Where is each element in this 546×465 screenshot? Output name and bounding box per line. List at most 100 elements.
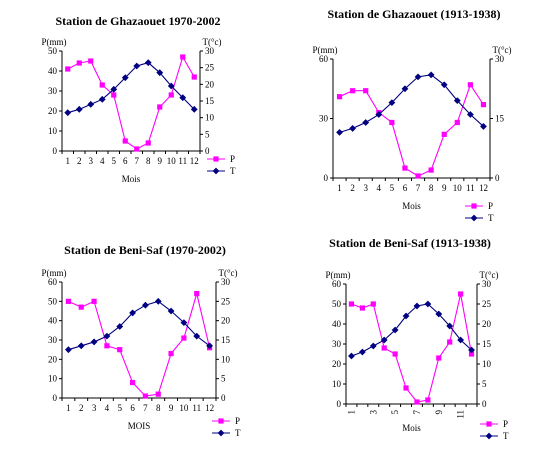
series-line-P [339,83,484,177]
right-tick-label: 10 [205,113,215,123]
x-tick-label: 8 [156,403,161,413]
left-tick-label: 20 [332,359,342,369]
chart-title: Station de Beni-Saf (1913-1938) [329,236,491,250]
x-tick-label: 7 [416,183,421,193]
x-tick-label: 1 [337,183,342,193]
x-axis-label: Mois [402,423,421,433]
right-tick-label: 15 [495,114,505,124]
data-point-T [64,109,72,117]
left-tick-label: 30 [48,86,58,96]
x-tick-label: 9 [158,156,163,166]
data-point-T [391,326,399,334]
left-tick-label: 30 [48,335,58,345]
left-tick-label: 10 [48,374,58,384]
data-point-P [91,298,97,304]
data-point-P [389,119,395,126]
right-tick-label: 0 [482,399,487,409]
data-point-P [168,350,174,357]
x-tick-label: 7 [143,403,148,413]
data-point-T [167,82,175,90]
data-point-T [369,342,377,350]
series-line-T [339,74,484,133]
legend-marker-P [218,418,224,424]
x-tick-label: 5 [112,156,117,166]
data-point-P [168,92,174,98]
chart-title: Station de Beni-Saf (1970-2002) [64,243,226,257]
data-point-T [402,312,410,320]
x-tick-label: 5 [390,183,395,193]
data-point-P [441,131,447,137]
x-axis-label: Mois [122,174,141,184]
x-tick-label: 9 [434,410,444,415]
y-axis-right-label: T(°c) [218,268,237,278]
right-tick-label: 5 [482,379,487,389]
data-point-T [77,342,85,350]
left-tick-label: 10 [48,126,58,136]
legend-marker-T [217,429,225,437]
chart-panel-2: Station de Ghazaouet (1913-1938)03060015… [312,7,511,223]
data-point-P [65,66,71,72]
legend-label-T: T [235,428,241,438]
x-axis-label: MOIS [128,421,151,431]
legend-label-P: P [235,416,240,426]
x-tick-label: 1 [66,403,71,413]
data-point-T [144,59,152,67]
legend-label-P: P [488,201,493,211]
y-axis-left-label: P(mm) [325,270,350,280]
data-point-T [446,322,454,330]
left-tick-label: 30 [332,339,342,349]
y-axis-left-label: P(mm) [312,45,337,55]
right-tick-label: 20 [205,79,215,89]
x-tick-label: 7 [412,410,422,415]
chart-title: Station de Ghazaouet (1913-1938) [328,7,501,21]
data-point-T [190,105,198,113]
data-point-P [155,391,161,397]
x-tick-label: 2 [350,183,355,193]
legend-label-P: P [230,154,235,164]
x-tick-label: 3 [92,403,97,413]
legend-marker-P [471,203,477,209]
legend-marker-P [486,421,492,427]
data-point-P [359,305,365,311]
data-point-T [358,348,366,356]
y-axis-right-label: T(°c) [479,270,498,280]
left-tick-label: 0 [324,173,329,183]
left-tick-label: 60 [332,279,342,289]
data-point-T [193,332,201,340]
right-tick-label: 30 [221,277,231,287]
x-tick-label: 6 [130,403,135,413]
data-point-T [154,297,162,305]
y-axis-left-label: P(mm) [41,268,66,278]
data-point-P [99,82,105,88]
data-point-T [349,125,357,132]
data-point-T [414,73,422,81]
left-tick-label: 0 [337,399,342,409]
x-tick-label: 11 [466,183,475,193]
data-point-T [75,105,83,113]
x-tick-label: 10 [167,156,177,166]
data-point-T [453,97,461,105]
data-point-P [436,355,442,361]
x-tick-label: 8 [146,156,151,166]
right-tick-label: 20 [221,316,231,326]
data-point-P [425,397,431,403]
x-tick-label: 3 [89,156,94,166]
right-tick-label: 15 [482,339,492,349]
data-point-T [167,307,175,315]
data-point-P [76,60,82,66]
left-tick-label: 40 [332,319,342,329]
data-point-T [413,302,421,310]
series-line-T [67,62,195,114]
right-tick-label: 15 [221,335,231,345]
data-point-T [466,111,474,118]
data-point-T [375,111,383,118]
data-point-P [403,385,409,391]
right-tick-label: 25 [205,63,215,73]
right-tick-label: 0 [205,146,210,156]
right-tick-label: 30 [495,54,505,64]
x-tick-label: 6 [123,156,128,166]
right-tick-label: 30 [205,46,215,56]
right-tick-label: 0 [221,393,226,403]
data-point-P [78,304,84,310]
data-point-P [180,54,186,60]
